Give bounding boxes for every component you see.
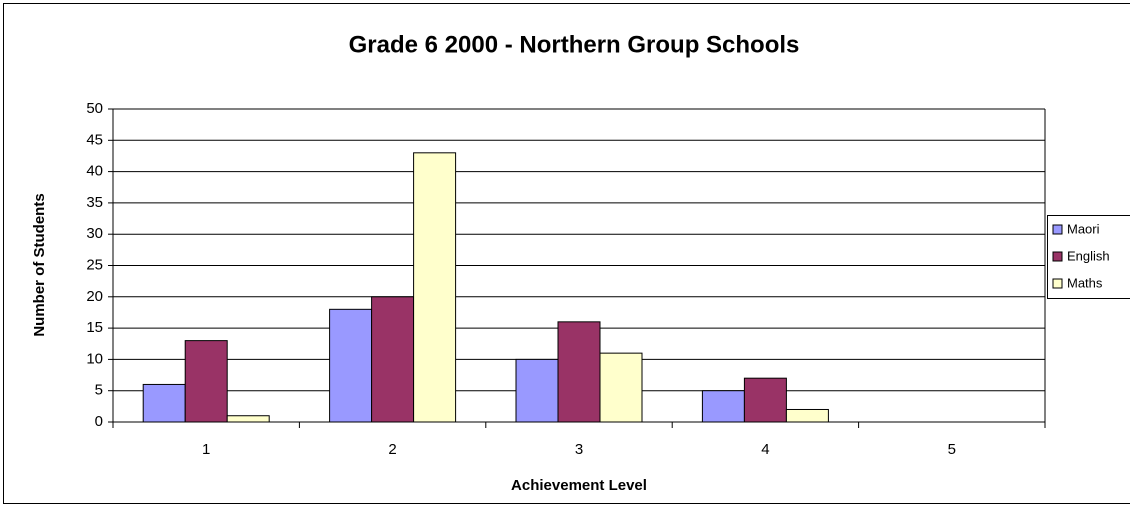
bar [515,358,559,423]
bar [413,152,457,423]
x-tick-label: 2 [388,441,396,458]
y-tick-label: 35 [86,194,103,211]
bar [599,352,643,423]
bar [329,308,373,423]
bar [743,377,787,423]
bar [557,321,601,423]
legend-label: Maori [1067,221,1100,236]
bar [371,296,415,423]
x-tick-label: 5 [948,441,956,458]
y-axis-label: Number of Students [31,193,48,336]
legend-swatch [1052,278,1063,289]
y-tick-label: 25 [86,256,103,273]
y-tick-label: 15 [86,319,103,336]
bar [184,340,228,423]
y-tick-label: 10 [86,350,103,367]
y-tick-label: 30 [86,225,103,242]
legend-swatch [1052,251,1063,262]
y-tick-label: 20 [86,288,103,305]
bar [142,383,186,423]
y-tick-label: 5 [95,382,103,399]
y-tick-label: 40 [86,163,103,180]
legend-label: English [1067,248,1110,263]
y-tick-label: 0 [95,413,103,430]
x-tick-label: 4 [761,441,769,458]
x-tick-label: 3 [575,441,583,458]
y-tick-label: 50 [86,100,103,117]
chart-border [3,3,1130,504]
x-tick-label: 1 [202,441,210,458]
y-tick-label: 45 [86,131,103,148]
legend-swatch [1052,224,1063,235]
bar [701,390,745,423]
bar [226,415,270,423]
chart-title: Grade 6 2000 - Northern Group Schools [349,31,800,58]
legend-label: Maths [1067,275,1103,290]
bar [785,408,829,423]
x-axis-label: Achievement Level [511,477,647,494]
